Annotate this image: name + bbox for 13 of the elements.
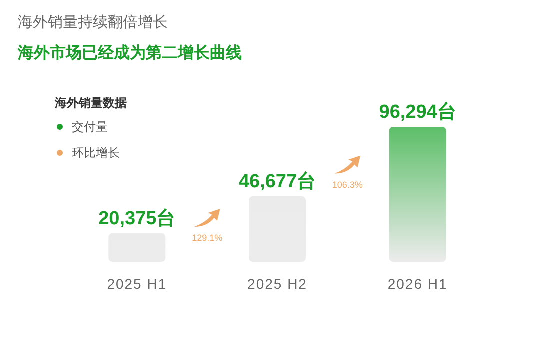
chart-subtitle: 海外市场已经成为第二增长曲线 (17, 44, 242, 62)
data-label: 20,375台 (98, 207, 176, 230)
chart-title: 海外销量持续翻倍增长 (18, 14, 168, 31)
legend-title: 海外销量数据 (54, 96, 127, 110)
legend-label: 环比增长 (72, 146, 120, 160)
x-tick-label: 2026 H1 (388, 276, 448, 292)
x-tick-label: 2025 H1 (107, 276, 168, 292)
x-tick-label: 2025 H2 (248, 276, 308, 292)
annotation: 106.3% (332, 180, 363, 190)
data-label: 96,294台 (379, 101, 456, 123)
annotation: 129.1% (192, 233, 223, 243)
data-label: 46,677台 (238, 170, 316, 193)
legend-label: 交付量 (72, 120, 108, 134)
